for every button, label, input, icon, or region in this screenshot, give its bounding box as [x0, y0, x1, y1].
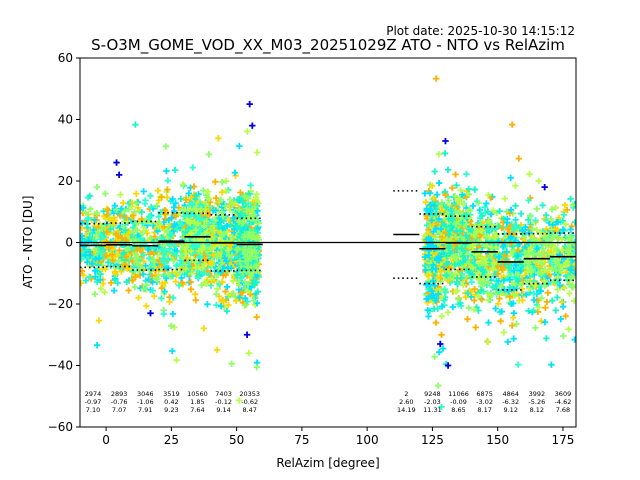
- bin-mean-label-4: 1.85: [190, 398, 204, 406]
- bin-mean-label-1: -0.76: [111, 398, 128, 406]
- x-tick-label-5: 125: [421, 433, 444, 447]
- bin-mean-label-8: -2.03: [424, 398, 441, 406]
- x-tick-label-6: 150: [486, 433, 509, 447]
- bin-statistics: [80, 190, 576, 291]
- bin-mean-label-10: -3.02: [476, 398, 493, 406]
- scatter-points-5: [207, 179, 239, 367]
- bin-count-label-6: 20353: [239, 390, 260, 398]
- y-tick-label-4: 20: [58, 174, 73, 188]
- bin-std-label-1: 7.07: [112, 406, 126, 414]
- bin-mean-label-3: 0.42: [164, 398, 178, 406]
- x-axis-label: RelAzim [degree]: [276, 456, 379, 470]
- x-tick-label-7: 175: [551, 433, 574, 447]
- scatter-points-6: [233, 193, 262, 371]
- bin-std-label-11: 9.12: [503, 406, 517, 414]
- bin-mean-label-5: -0.12: [215, 398, 232, 406]
- bin-count-label-5: 7403: [215, 390, 232, 398]
- bin-count-label-10: 6875: [476, 390, 493, 398]
- bin-mean-label-7: 2.60: [399, 398, 413, 406]
- bin-count-label-7: 2: [404, 390, 408, 398]
- x-tick-label-4: 100: [356, 433, 379, 447]
- y-tick-label-6: 60: [58, 51, 73, 65]
- scatter-points-11: [494, 121, 527, 329]
- x-tick-label-0: 0: [102, 433, 110, 447]
- bin-mean-label-2: -1.06: [137, 398, 154, 406]
- bin-count-label-0: 2974: [85, 390, 102, 398]
- axes: 0 25 50 75 100 125 150 175 −60 −40 −20 0 20 40 60: [48, 51, 577, 447]
- bin-std-label-13: 7.68: [556, 406, 570, 414]
- bin-mean-label-13: -4.62: [555, 398, 572, 406]
- bin-mean-label-0: -0.97: [85, 398, 102, 406]
- bin-mean-label-12: -5.26: [528, 398, 545, 406]
- y-tick-label-0: −60: [48, 420, 73, 434]
- plot-date: Plot date: 2025-10-30 14:15:12: [386, 24, 575, 38]
- bin-std-label-12: 8.12: [530, 406, 544, 414]
- bin-std-label-0: 7.10: [86, 406, 100, 414]
- bin-std-label-9: 8.65: [451, 406, 465, 414]
- bin-labels: 2974-0.977.10 2893-0.767.07 3046-1.067.91 3…: [85, 390, 572, 414]
- x-tick-label-1: 25: [164, 433, 179, 447]
- bin-count-label-1: 2893: [111, 390, 128, 398]
- scatter-points-2: [131, 200, 161, 293]
- x-tick-label-2: 50: [229, 433, 244, 447]
- chart-title: S-O3M_GOME_VOD_XX_M03_20251029Z ATO - NT…: [91, 36, 565, 55]
- bin-count-label-3: 3519: [163, 390, 180, 398]
- bin-std-label-3: 9.23: [164, 406, 178, 414]
- bin-mean-label-6: -0.62: [241, 398, 258, 406]
- y-axis-label: ATO - NTO [DU]: [21, 196, 35, 289]
- bin-std-label-4: 7.64: [190, 406, 204, 414]
- y-tick-label-2: −20: [48, 297, 73, 311]
- y-tick-label-3: 0: [65, 236, 73, 250]
- bin-count-label-12: 3992: [529, 390, 546, 398]
- bin-std-label-10: 8.17: [477, 406, 491, 414]
- scatter-outliers: [113, 100, 548, 369]
- scatter-points-3: [155, 177, 188, 318]
- bin-mean-label-9: -0.09: [450, 398, 467, 406]
- scatter-points-13: [547, 201, 576, 340]
- bin-std-label-6: 8.47: [242, 406, 256, 414]
- bin-std-label-7: 14.19: [397, 406, 416, 414]
- x-tick-label-3: 75: [294, 433, 309, 447]
- bin-count-label-2: 3046: [137, 390, 154, 398]
- scatter-points-0: [80, 204, 104, 349]
- y-tick-label-5: 40: [58, 113, 73, 127]
- bin-count-label-13: 3609: [555, 390, 572, 398]
- y-tick-label-1: −40: [48, 359, 73, 373]
- bin-count-label-4: 10560: [187, 390, 208, 398]
- bin-std-label-5: 9.14: [216, 406, 230, 414]
- bin-count-label-8: 9248: [424, 390, 441, 398]
- bin-count-label-9: 11066: [448, 390, 469, 398]
- bin-std-label-2: 7.91: [138, 406, 152, 414]
- bin-std-label-8: 11.31: [423, 406, 442, 414]
- scatter-points-9: [442, 166, 475, 368]
- bin-count-label-11: 4864: [502, 390, 519, 398]
- bin-mean-label-11: -6.32: [502, 398, 519, 406]
